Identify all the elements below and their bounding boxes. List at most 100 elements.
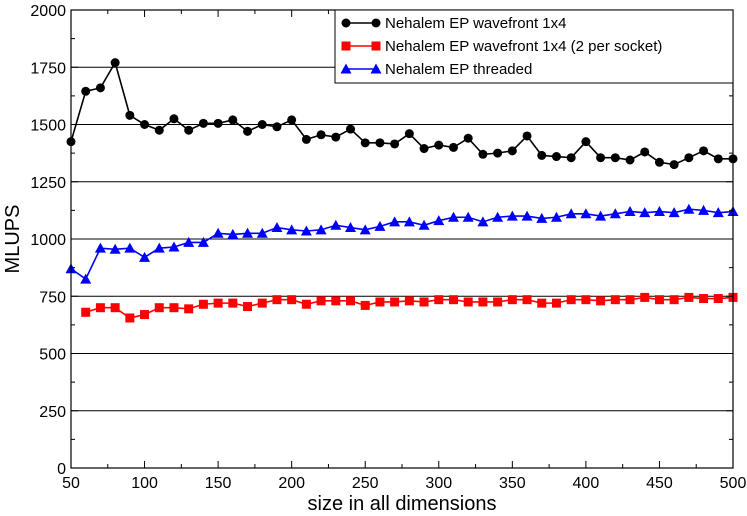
data-point (653, 206, 665, 217)
data-point (506, 210, 518, 221)
data-point (330, 219, 342, 230)
x-tick-label: 300 (425, 475, 452, 492)
data-point (140, 310, 150, 320)
data-point (565, 208, 577, 219)
data-point (228, 115, 238, 125)
data-point (198, 299, 208, 309)
data-point (610, 153, 620, 163)
legend-marker (340, 63, 352, 74)
data-point (624, 206, 636, 217)
data-point (198, 118, 208, 128)
data-point (419, 144, 429, 154)
data-point (168, 241, 180, 252)
data-point (197, 236, 209, 247)
y-tick-label: 1000 (30, 232, 66, 249)
data-point (153, 242, 165, 253)
data-point (228, 298, 238, 308)
data-point (551, 152, 561, 162)
data-point (447, 211, 459, 222)
y-tick-label: 750 (39, 289, 66, 306)
data-point (139, 251, 151, 262)
data-point (668, 207, 680, 218)
y-tick-label: 1250 (30, 175, 66, 192)
data-point (669, 295, 679, 305)
data-point (140, 120, 150, 129)
data-point (360, 138, 370, 148)
y-tick-label: 1750 (30, 60, 66, 77)
data-point (404, 129, 414, 139)
data-point (595, 210, 607, 221)
series-line-2 (70, 208, 734, 281)
data-point (110, 58, 120, 68)
data-point (698, 204, 710, 215)
series-line-0 (70, 60, 733, 166)
data-point (95, 83, 105, 93)
data-point (596, 153, 606, 163)
legend-label: Nehalem EP threaded (385, 61, 532, 78)
legend-label: Nehalem EP wavefront 1x4 (2 per socket) (385, 38, 662, 55)
data-point (80, 273, 92, 284)
data-point (375, 138, 385, 148)
data-point (625, 155, 635, 165)
data-point (94, 242, 106, 253)
x-tick-label: 250 (352, 475, 379, 492)
data-point (124, 242, 136, 253)
x-axis-label: size in all dimensions (308, 493, 497, 515)
data-point (243, 126, 253, 136)
data-point (81, 86, 91, 96)
data-point (346, 296, 356, 306)
data-point (154, 303, 164, 313)
data-point (610, 295, 620, 305)
data-point (271, 222, 283, 233)
data-point (581, 295, 591, 305)
data-point (403, 216, 415, 227)
legend-label: Nehalem EP wavefront 1x4 (385, 15, 567, 32)
data-point (301, 134, 311, 144)
data-point (257, 120, 267, 129)
data-point (227, 228, 239, 239)
legend-entry-2: Nehalem EP threaded (340, 61, 532, 78)
data-point (639, 207, 651, 218)
data-point (434, 295, 444, 305)
data-point (478, 149, 488, 159)
data-point (404, 296, 414, 306)
data-point (521, 210, 533, 221)
data-point (390, 139, 400, 149)
data-point (609, 208, 621, 219)
data-point (331, 132, 341, 142)
data-point (300, 225, 312, 236)
data-point (272, 295, 282, 305)
data-point (184, 125, 194, 135)
data-point (257, 298, 267, 308)
x-tick-label: 50 (62, 475, 80, 492)
data-point (640, 292, 650, 302)
data-point (125, 110, 135, 120)
data-point (551, 298, 561, 308)
data-point (448, 295, 458, 305)
legend-entry-1: Nehalem EP wavefront 1x4 (2 per socket) (341, 38, 662, 55)
data-point (448, 142, 458, 152)
data-point (110, 303, 120, 313)
data-point (95, 303, 105, 313)
series-layer (65, 58, 739, 323)
data-point (81, 307, 91, 317)
legend-marker (371, 41, 381, 51)
data-point (537, 150, 547, 160)
data-point (286, 224, 298, 235)
data-point (287, 115, 297, 125)
data-point (360, 300, 370, 310)
data-point (507, 146, 517, 156)
data-point (550, 211, 562, 222)
data-point (183, 236, 195, 247)
data-point (169, 114, 179, 124)
y-tick-label: 250 (39, 404, 66, 421)
data-point (536, 212, 548, 223)
series-2 (65, 203, 739, 284)
data-point (580, 208, 592, 219)
legend: Nehalem EP wavefront 1x4 Nehalem EP wavef… (334, 9, 734, 84)
data-point (375, 297, 385, 307)
data-point (713, 294, 723, 304)
data-point (683, 203, 695, 214)
series-0 (66, 58, 738, 170)
data-point (272, 122, 282, 132)
